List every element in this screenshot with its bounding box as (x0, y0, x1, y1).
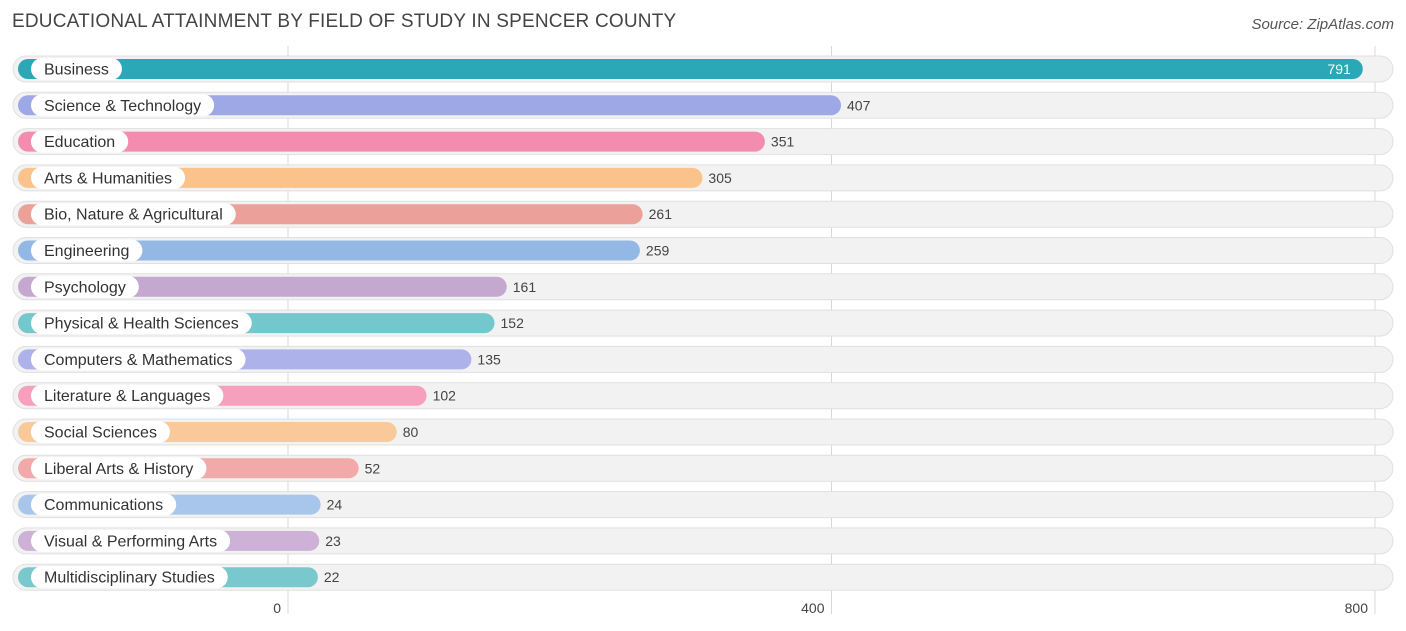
row-track (12, 563, 1394, 591)
chart-source: Source: ZipAtlas.com (1251, 16, 1394, 33)
bar-label: Visual & Performing Arts (44, 533, 217, 550)
bar-label-pill (31, 239, 143, 262)
bar-label-pill (31, 457, 207, 480)
value-label: 135 (477, 351, 501, 367)
bar-label-pill (31, 94, 215, 117)
bar-label: Science & Technology (44, 98, 201, 115)
bar[interactable] (18, 59, 1363, 79)
bar-label: Literature & Languages (44, 388, 210, 405)
value-label: 52 (365, 460, 381, 476)
bar-label-pill (31, 275, 139, 298)
x-tick-label: 800 (1345, 600, 1369, 616)
row-track (12, 454, 1394, 482)
value-label: 24 (327, 497, 343, 513)
bar-label-pill (31, 166, 186, 189)
x-tick-label: 0 (273, 600, 281, 616)
bar[interactable] (18, 167, 703, 188)
bar-label: Arts & Humanities (44, 170, 172, 187)
bar-label-pill (31, 493, 177, 516)
x-axis: 0 400 800 (273, 600, 1368, 616)
bar[interactable] (18, 131, 765, 152)
value-label: 23 (325, 533, 341, 549)
bar-label-pill (31, 130, 129, 153)
bar-label: Social Sciences (44, 425, 157, 442)
row-track (12, 491, 1394, 519)
bar-label: Education (44, 134, 115, 151)
value-label: 351 (771, 134, 795, 150)
bar[interactable] (18, 276, 507, 297)
value-label: 22 (324, 569, 340, 585)
row-track (12, 527, 1394, 555)
bar-label-pill (31, 348, 246, 371)
bar-label: Bio, Nature & Agricultural (44, 207, 223, 224)
value-label: 259 (646, 243, 670, 259)
value-label: 305 (708, 170, 732, 186)
bar-label-pill (31, 384, 224, 407)
bar-label: Engineering (44, 243, 129, 260)
value-label: 161 (513, 279, 537, 295)
bar-label: Computers & Mathematics (44, 352, 233, 369)
bar-label-pill (31, 203, 236, 226)
bar-label-pill (31, 566, 228, 589)
value-label: 791 (1327, 61, 1351, 77)
bar[interactable] (18, 240, 640, 261)
bar-label-pill (31, 421, 170, 443)
bar[interactable] (18, 95, 842, 116)
value-label: 80 (403, 424, 419, 440)
bar-label: Multidisciplinary Studies (44, 570, 215, 587)
bar-label: Business (44, 62, 109, 79)
bar-label: Liberal Arts & History (44, 461, 193, 478)
value-label: 102 (433, 388, 457, 404)
value-label: 152 (501, 315, 525, 331)
value-label: 261 (649, 206, 673, 222)
bar-label: Communications (44, 497, 163, 514)
bar-label-pill (31, 529, 231, 552)
bar-label-pill (31, 58, 122, 80)
bar-rows: Business 791 Science & Technology 407 Educat… (12, 55, 1394, 591)
bar-label: Psychology (44, 279, 126, 296)
bar-label: Physical & Health Sciences (44, 316, 239, 333)
value-label: 407 (847, 97, 871, 113)
x-tick-label: 400 (801, 600, 825, 616)
chart-title: EDUCATIONAL ATTAINMENT BY FIELD OF STUDY… (12, 11, 677, 32)
bar-label-pill (31, 312, 252, 335)
